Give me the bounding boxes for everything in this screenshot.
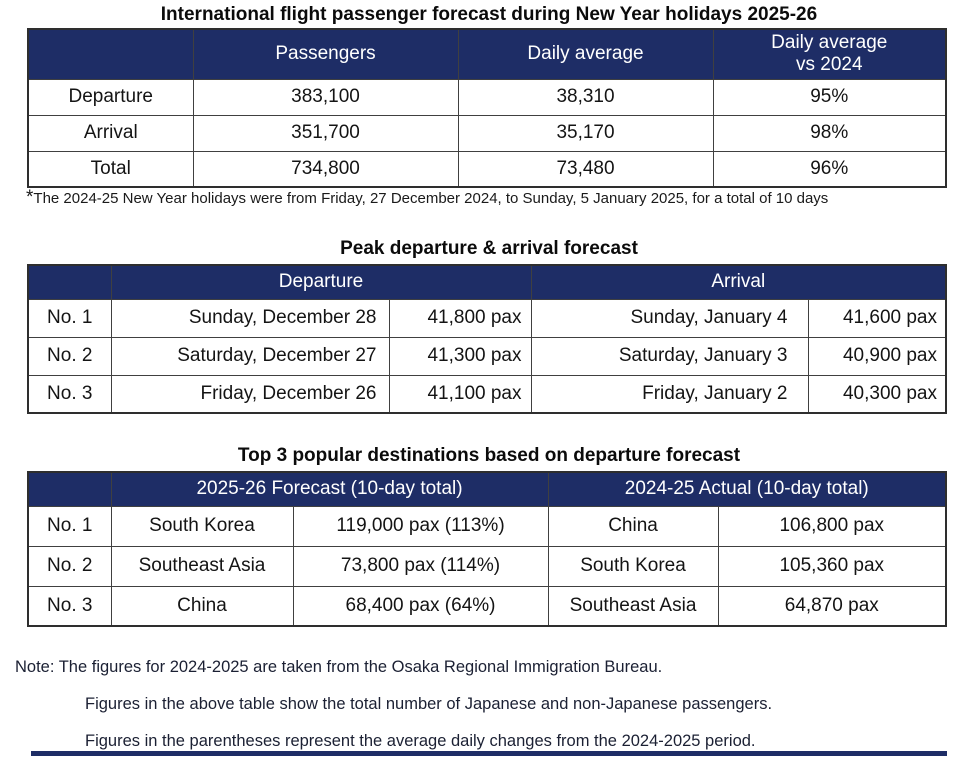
table3-header-actual: 2024-25 Actual (10-day total): [547, 471, 947, 507]
table-row: No. 3 Friday, December 26 41,100 pax Fri…: [27, 374, 947, 414]
table2-header-arrival: Arrival: [530, 264, 947, 300]
arrival-pax: 40,900 pax: [807, 336, 947, 376]
rank-label: No. 3: [27, 585, 112, 627]
table1-header-blank: [27, 28, 194, 80]
table3-header-row: 2025-26 Forecast (10-day total) 2024-25 …: [27, 471, 947, 507]
table3-header-forecast: 2025-26 Forecast (10-day total): [110, 471, 549, 507]
arrival-pax: 40,300 pax: [807, 374, 947, 414]
table2-header-blank: [27, 264, 112, 300]
passenger-forecast-table: Passengers Daily average Daily average v…: [27, 28, 947, 188]
table1-header-daily-average-vs-2024: Daily average vs 2024: [712, 28, 947, 80]
daily-average-value: 35,170: [457, 114, 714, 152]
footnote-text: The 2024-25 New Year holidays were from …: [33, 190, 829, 207]
actual-pax: 106,800 pax: [717, 505, 947, 547]
departure-pax: 41,800 pax: [388, 298, 532, 338]
table-row: No. 3 China 68,400 pax (64%) Southeast A…: [27, 585, 947, 627]
rank-label: No. 3: [27, 374, 112, 414]
table1-header-row: Passengers Daily average Daily average v…: [27, 28, 947, 80]
forecast-pax: 73,800 pax (114%): [292, 545, 549, 587]
row-label: Arrival: [27, 114, 194, 152]
table-row: No. 2 Southeast Asia 73,800 pax (114%) S…: [27, 545, 947, 587]
table-row: Departure 383,100 38,310 95%: [27, 78, 947, 116]
table-row: No. 2 Saturday, December 27 41,300 pax S…: [27, 336, 947, 376]
departure-pax: 41,300 pax: [388, 336, 532, 376]
passengers-value: 734,800: [192, 150, 459, 188]
table1-footnote: *The 2024-25 New Year holidays were from…: [26, 187, 978, 208]
note-line-2: Figures in the above table show the tota…: [85, 695, 773, 713]
table2-header-row: Departure Arrival: [27, 264, 947, 300]
rank-label: No. 1: [27, 298, 112, 338]
table1-header-daily-average: Daily average: [457, 28, 714, 80]
departure-date: Saturday, December 27: [110, 336, 390, 376]
departure-pax: 41,100 pax: [388, 374, 532, 414]
actual-pax: 64,870 pax: [717, 585, 947, 627]
table-row: Total 734,800 73,480 96%: [27, 150, 947, 188]
actual-pax: 105,360 pax: [717, 545, 947, 587]
forecast-destination: China: [110, 585, 294, 627]
row-label: Departure: [27, 78, 194, 116]
table1-title: International flight passenger forecast …: [160, 4, 818, 25]
rank-label: No. 2: [27, 545, 112, 587]
actual-destination: China: [547, 505, 719, 547]
note-line-1: Note: The figures for 2024-2025 are take…: [15, 658, 663, 676]
vs-2024-value: 96%: [712, 150, 947, 188]
rank-label: No. 2: [27, 336, 112, 376]
passengers-value: 351,700: [192, 114, 459, 152]
top-destinations-table: 2025-26 Forecast (10-day total) 2024-25 …: [27, 471, 948, 627]
arrival-pax: 41,600 pax: [807, 298, 947, 338]
arrival-date: Friday, January 2: [530, 374, 809, 414]
footnote-asterisk: *: [26, 187, 34, 208]
daily-average-value: 38,310: [457, 78, 714, 116]
departure-date: Sunday, December 28: [110, 298, 390, 338]
vs-2024-value: 98%: [712, 114, 947, 152]
daily-average-value: 73,480: [457, 150, 714, 188]
actual-destination: Southeast Asia: [547, 585, 719, 627]
arrival-date: Sunday, January 4: [530, 298, 809, 338]
table2-title: Peak departure & arrival forecast: [340, 238, 638, 259]
notes-block: Note: The figures for 2024-2025 are take…: [0, 649, 978, 760]
departure-date: Friday, December 26: [110, 374, 390, 414]
peak-forecast-table: Departure Arrival No. 1 Sunday, December…: [27, 264, 947, 414]
passengers-value: 383,100: [192, 78, 459, 116]
forecast-destination: Southeast Asia: [110, 545, 294, 587]
note-line-3: Figures in the parentheses represent the…: [85, 732, 756, 750]
forecast-destination: South Korea: [110, 505, 294, 547]
table-row: No. 1 Sunday, December 28 41,800 pax Sun…: [27, 298, 947, 338]
forecast-pax: 119,000 pax (113%): [292, 505, 549, 547]
row-label: Total: [27, 150, 194, 188]
vs-2024-value: 95%: [712, 78, 947, 116]
table1-header-passengers: Passengers: [192, 28, 459, 80]
table-row: Arrival 351,700 35,170 98%: [27, 114, 947, 152]
table-row: No. 1 South Korea 119,000 pax (113%) Chi…: [27, 505, 947, 547]
actual-destination: South Korea: [547, 545, 719, 587]
table2-header-departure: Departure: [110, 264, 532, 300]
forecast-pax: 68,400 pax (64%): [292, 585, 549, 627]
rank-label: No. 1: [27, 505, 112, 547]
bottom-divider-bar: [31, 751, 947, 756]
table3-header-blank: [27, 471, 112, 507]
arrival-date: Saturday, January 3: [530, 336, 809, 376]
table3-title: Top 3 popular destinations based on depa…: [237, 445, 741, 466]
